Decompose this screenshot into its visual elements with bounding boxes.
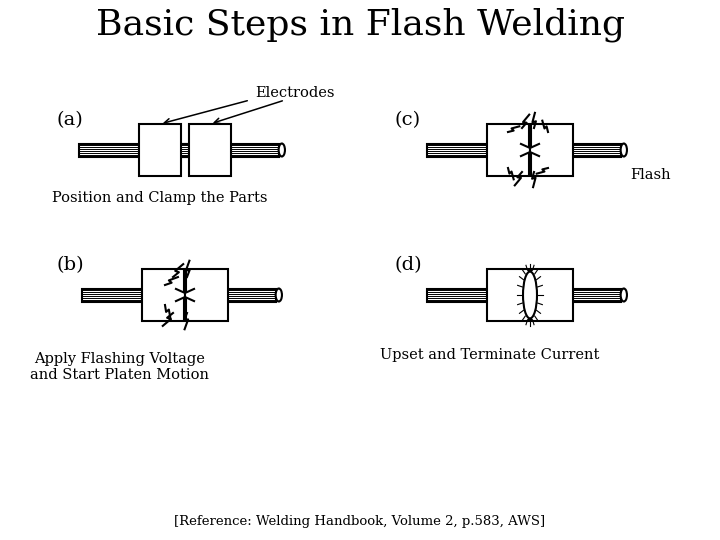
Bar — [503, 144, 531, 157]
Bar — [228, 288, 276, 301]
Bar — [573, 288, 621, 301]
Text: Flash: Flash — [630, 168, 670, 182]
Bar — [79, 144, 139, 157]
Bar — [189, 124, 231, 176]
Text: Position and Clamp the Parts: Position and Clamp the Parts — [53, 191, 268, 205]
Bar — [231, 144, 279, 157]
Bar — [503, 288, 531, 301]
Bar — [487, 124, 529, 176]
Bar — [158, 288, 186, 301]
Bar — [531, 269, 573, 321]
Bar — [184, 288, 212, 301]
PathPatch shape — [520, 144, 530, 157]
Bar — [139, 124, 181, 176]
Bar — [529, 288, 557, 301]
Bar — [487, 269, 529, 321]
Ellipse shape — [523, 272, 537, 319]
Text: Upset and Terminate Current: Upset and Terminate Current — [380, 348, 600, 362]
Bar — [186, 269, 228, 321]
Text: (c): (c) — [395, 111, 421, 129]
Ellipse shape — [276, 288, 282, 301]
PathPatch shape — [185, 288, 195, 301]
Bar — [427, 144, 487, 157]
Text: Apply Flashing Voltage
and Start Platen Motion: Apply Flashing Voltage and Start Platen … — [30, 352, 210, 382]
Text: Basic Steps in Flash Welding: Basic Steps in Flash Welding — [96, 8, 624, 42]
Text: (a): (a) — [57, 111, 84, 129]
PathPatch shape — [530, 144, 540, 157]
Bar — [181, 144, 209, 157]
Bar — [573, 144, 621, 157]
Ellipse shape — [279, 144, 285, 157]
Ellipse shape — [621, 144, 627, 157]
Bar — [82, 288, 142, 301]
Text: (b): (b) — [57, 256, 85, 274]
PathPatch shape — [175, 288, 185, 301]
Bar — [529, 144, 557, 157]
Text: Electrodes: Electrodes — [255, 86, 335, 100]
Text: [Reference: Welding Handbook, Volume 2, p.583, AWS]: [Reference: Welding Handbook, Volume 2, … — [174, 516, 546, 529]
Bar — [142, 269, 184, 321]
Ellipse shape — [621, 288, 627, 301]
Text: (d): (d) — [395, 256, 423, 274]
Bar — [427, 288, 487, 301]
Bar — [161, 144, 189, 157]
Bar — [531, 124, 573, 176]
